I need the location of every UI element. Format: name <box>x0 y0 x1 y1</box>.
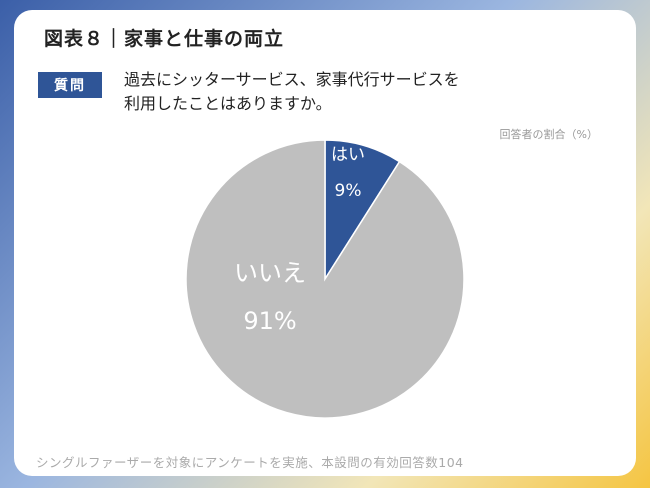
slice-value-no: 91% <box>243 307 296 335</box>
pie-slice-yes <box>324 139 401 282</box>
pie-slice-no <box>185 139 465 419</box>
question-text: 過去にシッターサービス、家事代行サービスを 利用したことはありますか。 <box>124 68 544 116</box>
page-title: 図表８｜家事と仕事の両立 <box>44 28 285 50</box>
slice-value-yes: 9% <box>335 181 362 201</box>
pie-labels: はい 9% いいえ 91% <box>234 145 365 335</box>
question-badge: 質問 <box>38 72 102 98</box>
slice-label-yes: はい <box>331 145 365 165</box>
question-line-2: 利用したことはありますか。 <box>124 94 332 113</box>
unit-label: 回答者の割合（%） <box>499 128 598 141</box>
question-line-1: 過去にシッターサービス、家事代行サービスを <box>124 70 460 89</box>
footnote: シングルファーザーを対象にアンケートを実施、本設問の有効回答数104 <box>36 455 464 470</box>
slice-label-no: いいえ <box>234 259 306 287</box>
pie-slices <box>185 139 465 419</box>
